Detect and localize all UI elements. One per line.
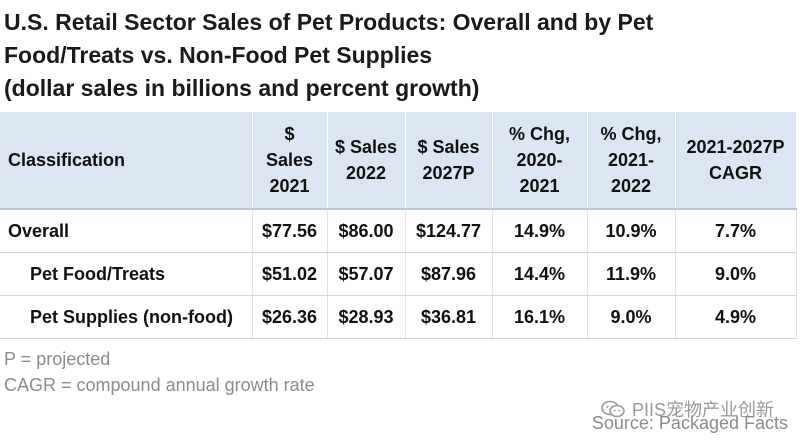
cell-cagr: 9.0% (675, 252, 797, 296)
cell-chg-2021: 16.1% (492, 295, 588, 339)
cell-sales-2022: $57.07 (327, 252, 406, 296)
header-sales-2021: $ Sales 2021 (252, 112, 328, 210)
table-row: Pet Supplies (non-food) $26.36 $28.93 $3… (0, 295, 797, 339)
cell-sales-2021: $77.56 (252, 209, 328, 253)
source-credit: Source: Packaged Facts (591, 413, 788, 433)
header-chg-2020-2021: % Chg, 2020- 2021 (492, 112, 588, 210)
header-sales-2027p: $ Sales 2027P (405, 112, 493, 210)
watermark-text: PIIS宠物产业创新 (631, 400, 774, 420)
sales-table: Classification $ Sales 2021 $ Sales 2022 $… (0, 112, 797, 339)
watermark: PIIS宠物产业创新 (600, 396, 774, 422)
cell-chg-2021: 14.4% (492, 252, 588, 296)
cell-chg-2022: 9.0% (587, 295, 676, 339)
table-row: Pet Food/Treats $51.02 $57.07 $87.96 14.… (0, 252, 797, 296)
header-classification: Classification (0, 112, 253, 210)
cell-sales-2022: $28.93 (327, 295, 406, 339)
wechat-icon (601, 400, 625, 418)
page-title: U.S. Retail Sector Sales of Pet Products… (4, 6, 794, 105)
cell-sales-2022: $86.00 (327, 209, 406, 253)
note-projected: P = projected (4, 349, 111, 369)
row-label: Overall (0, 209, 253, 253)
cell-cagr: 4.9% (675, 295, 797, 339)
table-row: Overall $77.56 $86.00 $124.77 14.9% 10.9… (0, 209, 797, 253)
cell-sales-2021: $26.36 (252, 295, 328, 339)
table-header-row: Classification $ Sales 2021 $ Sales 2022 $… (0, 112, 797, 210)
title-line-3: (dollar sales in billions and percent gr… (4, 75, 480, 101)
note-cagr: CAGR = compound annual growth rate (4, 375, 315, 395)
cell-sales-2027p: $36.81 (405, 295, 493, 339)
header-sales-2022: $ Sales 2022 (327, 112, 406, 210)
cell-sales-2027p: $124.77 (405, 209, 493, 253)
cell-chg-2022: 10.9% (587, 209, 676, 253)
header-cagr: 2021-2027P CAGR (675, 112, 797, 210)
cell-cagr: 7.7% (675, 209, 797, 253)
title-line-1: U.S. Retail Sector Sales of Pet Products… (4, 9, 654, 35)
header-chg-2021-2022: % Chg, 2021- 2022 (587, 112, 676, 210)
cell-sales-2027p: $87.96 (405, 252, 493, 296)
title-line-2: Food/Treats vs. Non-Food Pet Supplies (4, 42, 433, 68)
footnotes: P = projected CAGR = compound annual gro… (4, 346, 315, 398)
row-label: Pet Supplies (non-food) (0, 295, 253, 339)
row-label: Pet Food/Treats (0, 252, 253, 296)
cell-chg-2022: 11.9% (587, 252, 676, 296)
cell-sales-2021: $51.02 (252, 252, 328, 296)
cell-chg-2021: 14.9% (492, 209, 588, 253)
